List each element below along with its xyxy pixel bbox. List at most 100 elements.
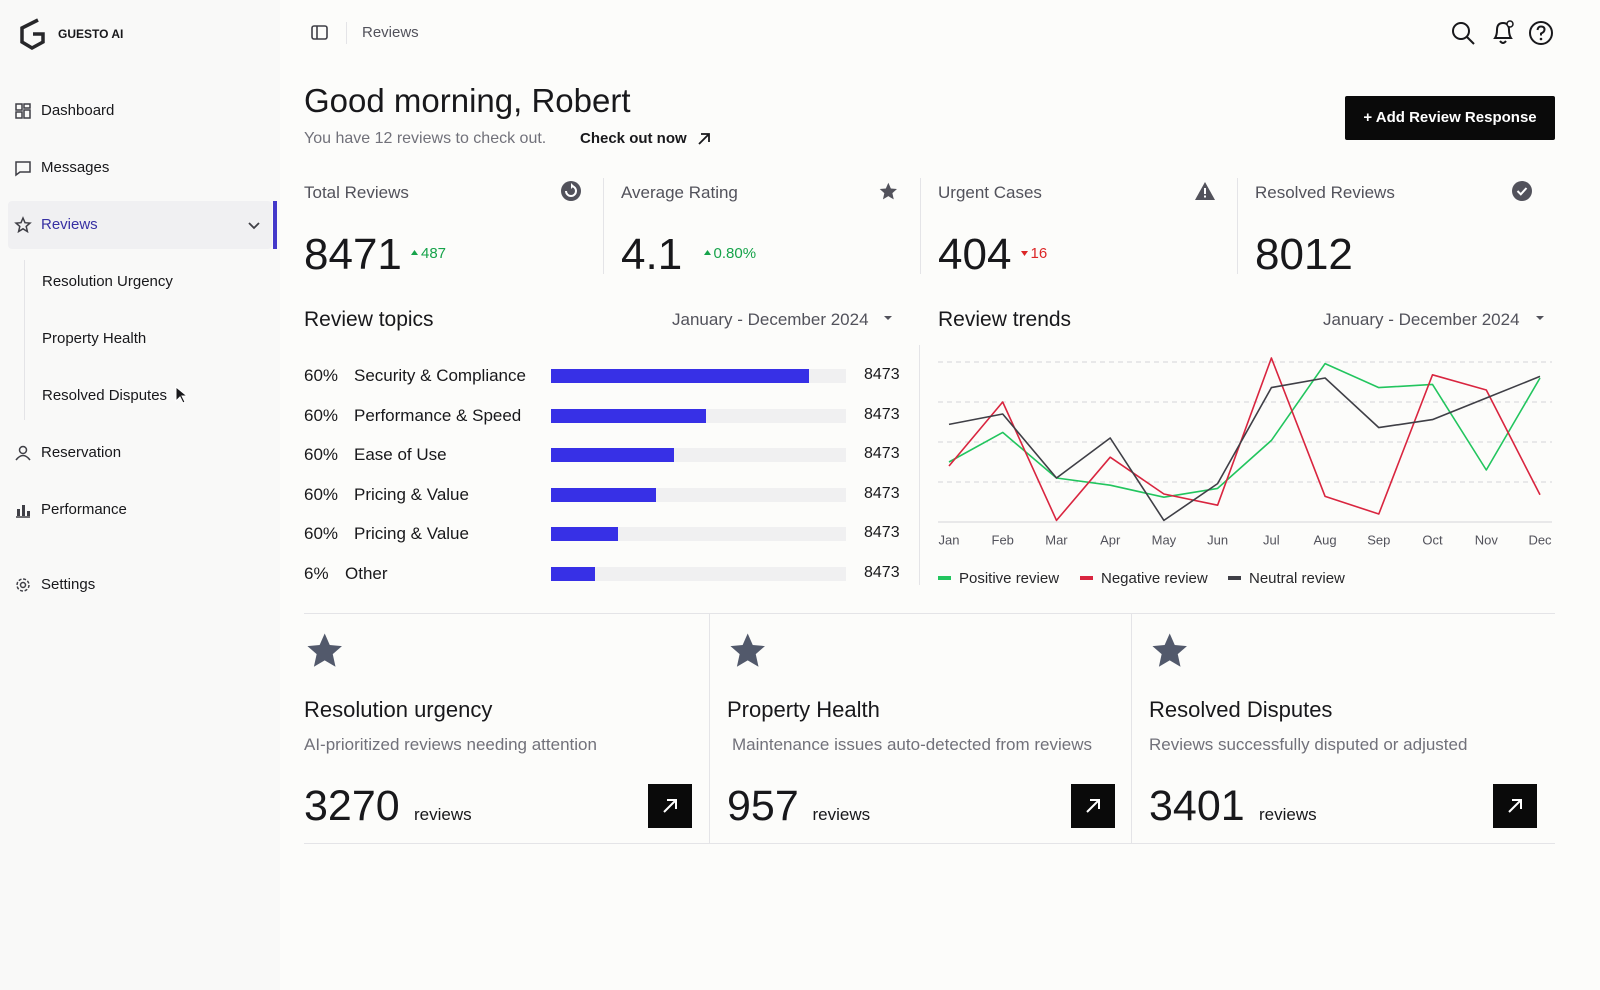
notification-icon[interactable] (1490, 19, 1516, 47)
nav-subitem[interactable]: Property Health (42, 330, 147, 347)
sidebar (0, 0, 280, 990)
arrow-icon (698, 133, 710, 145)
topic-percent: 60% (304, 484, 339, 504)
nav-icon (15, 445, 31, 461)
card-value: 957 (727, 782, 799, 830)
legend-swatch (1228, 576, 1241, 580)
x-tick-label: Apr (1100, 532, 1121, 547)
topic-name: Pricing & Value (354, 524, 469, 543)
card-open-button[interactable] (1493, 784, 1537, 828)
kpi-label: Average Rating (621, 183, 738, 202)
cards-bottom-border (304, 843, 1555, 844)
kpi-value: 8471 (304, 230, 402, 279)
caret (884, 316, 892, 320)
topic-percent: 60% (304, 366, 339, 385)
nav-icon (15, 103, 31, 119)
x-tick-label: Aug (1314, 532, 1337, 547)
kpi-value: 4.1 (621, 230, 683, 279)
line-series (948, 375, 1541, 522)
x-tick-label: Feb (992, 532, 1014, 547)
topic-bar (551, 527, 618, 541)
card-value: 3401 (1149, 782, 1245, 830)
kpi-value: 8012 (1255, 230, 1353, 279)
period-select[interactable]: January - December 2024 (1323, 310, 1520, 329)
nav-item[interactable]: Settings (41, 576, 96, 593)
cards-top-border (304, 613, 1555, 614)
breadcrumb: Reviews (362, 24, 419, 41)
card-title: Resolved Disputes (1149, 697, 1333, 722)
topic-percent: 6% (304, 563, 329, 583)
x-tick-label: Jan (939, 532, 960, 547)
card-unit: reviews (414, 805, 472, 824)
line-series (948, 357, 1541, 522)
topic-bar (551, 487, 657, 502)
card-title: Resolution urgency (304, 697, 493, 722)
card-star (730, 633, 765, 667)
sidebar-toggle[interactable] (310, 24, 330, 42)
topic-bar (551, 448, 674, 462)
x-tick-label: Dec (1528, 532, 1552, 547)
topic-percent: 60% (304, 524, 339, 543)
topic-count: 8473 (864, 563, 900, 581)
card-divider (1131, 613, 1132, 844)
kpi-icon (561, 181, 581, 201)
nav-item[interactable]: Reservation (41, 444, 122, 461)
help-icon[interactable] (1528, 20, 1554, 46)
nav-item[interactable]: Performance (41, 501, 127, 518)
kpi-divider (1237, 178, 1238, 274)
topic-bar (551, 369, 810, 383)
topic-name: Ease of Use (354, 445, 447, 464)
card-open-button[interactable] (1071, 784, 1115, 828)
topic-name: Performance & Speed (354, 405, 522, 425)
legend-swatch (1080, 576, 1093, 580)
chevron-down (248, 222, 260, 230)
card-description: AI-prioritized reviews needing attention (304, 735, 597, 754)
topic-count: 8473 (864, 366, 900, 383)
card-title: Property Health (727, 697, 880, 722)
nav-active-indicator (273, 201, 277, 249)
legend-label: Neutral review (1249, 570, 1345, 587)
greeting: Good morning, Robert (304, 82, 631, 119)
x-tick-label: Jul (1263, 532, 1280, 547)
kpi-change: 487 (421, 245, 447, 262)
nav-subitem[interactable]: Resolved Disputes (42, 387, 168, 404)
topic-name: Other (345, 563, 388, 583)
legend-swatch (938, 576, 951, 580)
nav-subitem[interactable]: Resolution Urgency (42, 273, 173, 290)
card-unit: reviews (812, 805, 871, 824)
topic-percent: 60% (304, 405, 339, 425)
review-trends-chart: Jan Feb Mar Apr May Jun Jul Aug Sep Oct Nov Dec Posi… (938, 357, 1552, 587)
brand: GUESTO AI (58, 27, 124, 41)
x-tick-label: Oct (1422, 532, 1443, 547)
line-series (948, 362, 1541, 498)
kpi-trend-arrow (703, 250, 711, 255)
kpi-label: Urgent Cases (938, 183, 1042, 202)
add-response-button[interactable]: + Add Review Response (1345, 96, 1555, 140)
card-unit: reviews (1259, 805, 1317, 824)
legend-label: Negative review (1101, 570, 1208, 587)
cursor (175, 386, 189, 404)
kpi-trend-arrow (411, 250, 418, 255)
nav-item[interactable]: Dashboard (41, 102, 115, 119)
section-title: Review topics (304, 308, 434, 331)
kpi-value: 404 (938, 230, 1012, 279)
kpi-divider (603, 178, 604, 274)
card-open-button[interactable] (648, 784, 692, 828)
topic-bar (551, 566, 595, 581)
x-tick-label: Mar (1045, 532, 1068, 547)
search-icon[interactable] (1450, 20, 1476, 46)
chart-title: Review trends (938, 308, 1072, 331)
nav-item[interactable]: Messages (41, 159, 110, 176)
nav-item[interactable]: Reviews (41, 216, 98, 233)
kpi-change: 0.80% (713, 245, 757, 262)
check-out-link[interactable]: Check out now (580, 130, 687, 147)
topic-count: 8473 (864, 445, 900, 462)
topic-name: Pricing & Value (354, 484, 469, 504)
x-tick-label: May (1152, 532, 1177, 547)
period-select[interactable]: January - December 2024 (672, 310, 869, 329)
card-star (307, 633, 342, 667)
kpi-icon (1195, 182, 1215, 200)
nav-icon (15, 161, 31, 177)
